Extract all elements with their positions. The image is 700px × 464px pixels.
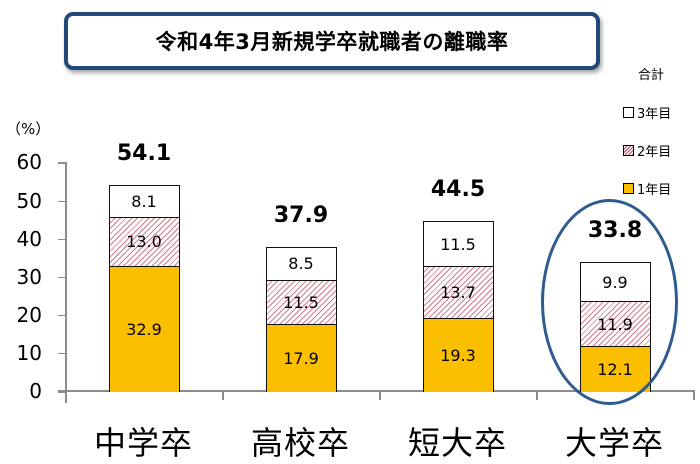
bar-segment-1年目: 17.9 [266,323,336,392]
x-tick-mark [379,390,381,400]
legend-swatch-year2 [623,145,634,156]
y-tick-label: 10 [16,340,42,365]
chart-title-box: 令和4年3月新規学卒就職者の離職率 [64,12,600,70]
legend-title: 合計 [638,68,665,83]
bar-segment-1年目: 32.9 [109,266,179,392]
y-tick-label: 40 [16,226,42,251]
y-axis-line [65,162,67,403]
x-tick-mark [222,390,224,400]
legend-item-year1: 1年目 [623,179,671,198]
bar-segment-1年目: 19.3 [423,318,493,392]
stacked-bar-2: 8.5 11.5 17.9 [265,246,337,392]
category-label: 高校卒 [250,424,350,462]
x-tick-mark [693,390,695,400]
bar-segment-3年目: 8.1 [109,185,179,217]
legend-label: 3年目 [637,107,672,122]
y-tick-label: 20 [16,302,42,327]
x-axis-line [58,390,694,392]
total-label: 54.1 [116,140,172,166]
y-tick-label: 60 [16,150,42,175]
legend-label: 2年目 [637,145,672,160]
stacked-bar-3: 11.5 13.7 19.3 [422,221,494,392]
total-label: 44.5 [430,177,486,203]
bar-segment-3年目: 8.5 [266,247,336,280]
y-tick-mark [58,200,66,202]
y-tick-label: 0 [29,379,42,403]
y-tick-mark [58,391,66,393]
y-tick-label: 30 [16,264,42,289]
y-tick-mark [58,238,66,241]
legend-swatch-year3 [623,107,634,118]
y-tick-label: 50 [16,188,42,213]
highlight-ellipse [541,199,678,405]
chart-title: 令和4年3月新規学卒就職者の離職率 [155,30,509,54]
y-tick-mark [58,314,66,317]
y-axis-unit: （%） [6,120,51,138]
stacked-bar-1: 8.1 13.0 32.9 [108,184,180,392]
y-tick-mark [58,162,66,164]
category-label: 短大卒 [407,424,507,462]
x-tick-mark [536,390,538,400]
legend-swatch-year1 [623,183,634,194]
x-tick-mark [65,390,67,400]
y-tick-mark [58,276,66,279]
total-label: 37.9 [273,202,329,228]
category-label: 大学卒 [564,424,664,462]
bar-segment-3年目: 11.5 [423,222,493,267]
legend-label: 1年目 [637,183,672,198]
legend-item-year3: 3年目 [623,103,671,122]
bar-segment-2年目: 13.0 [109,216,179,267]
bar-segment-2年目: 13.7 [423,266,493,319]
legend-item-year2: 2年目 [623,141,671,160]
category-label: 中学卒 [93,424,193,462]
bar-segment-2年目: 11.5 [266,279,336,324]
y-tick-mark [58,352,66,355]
